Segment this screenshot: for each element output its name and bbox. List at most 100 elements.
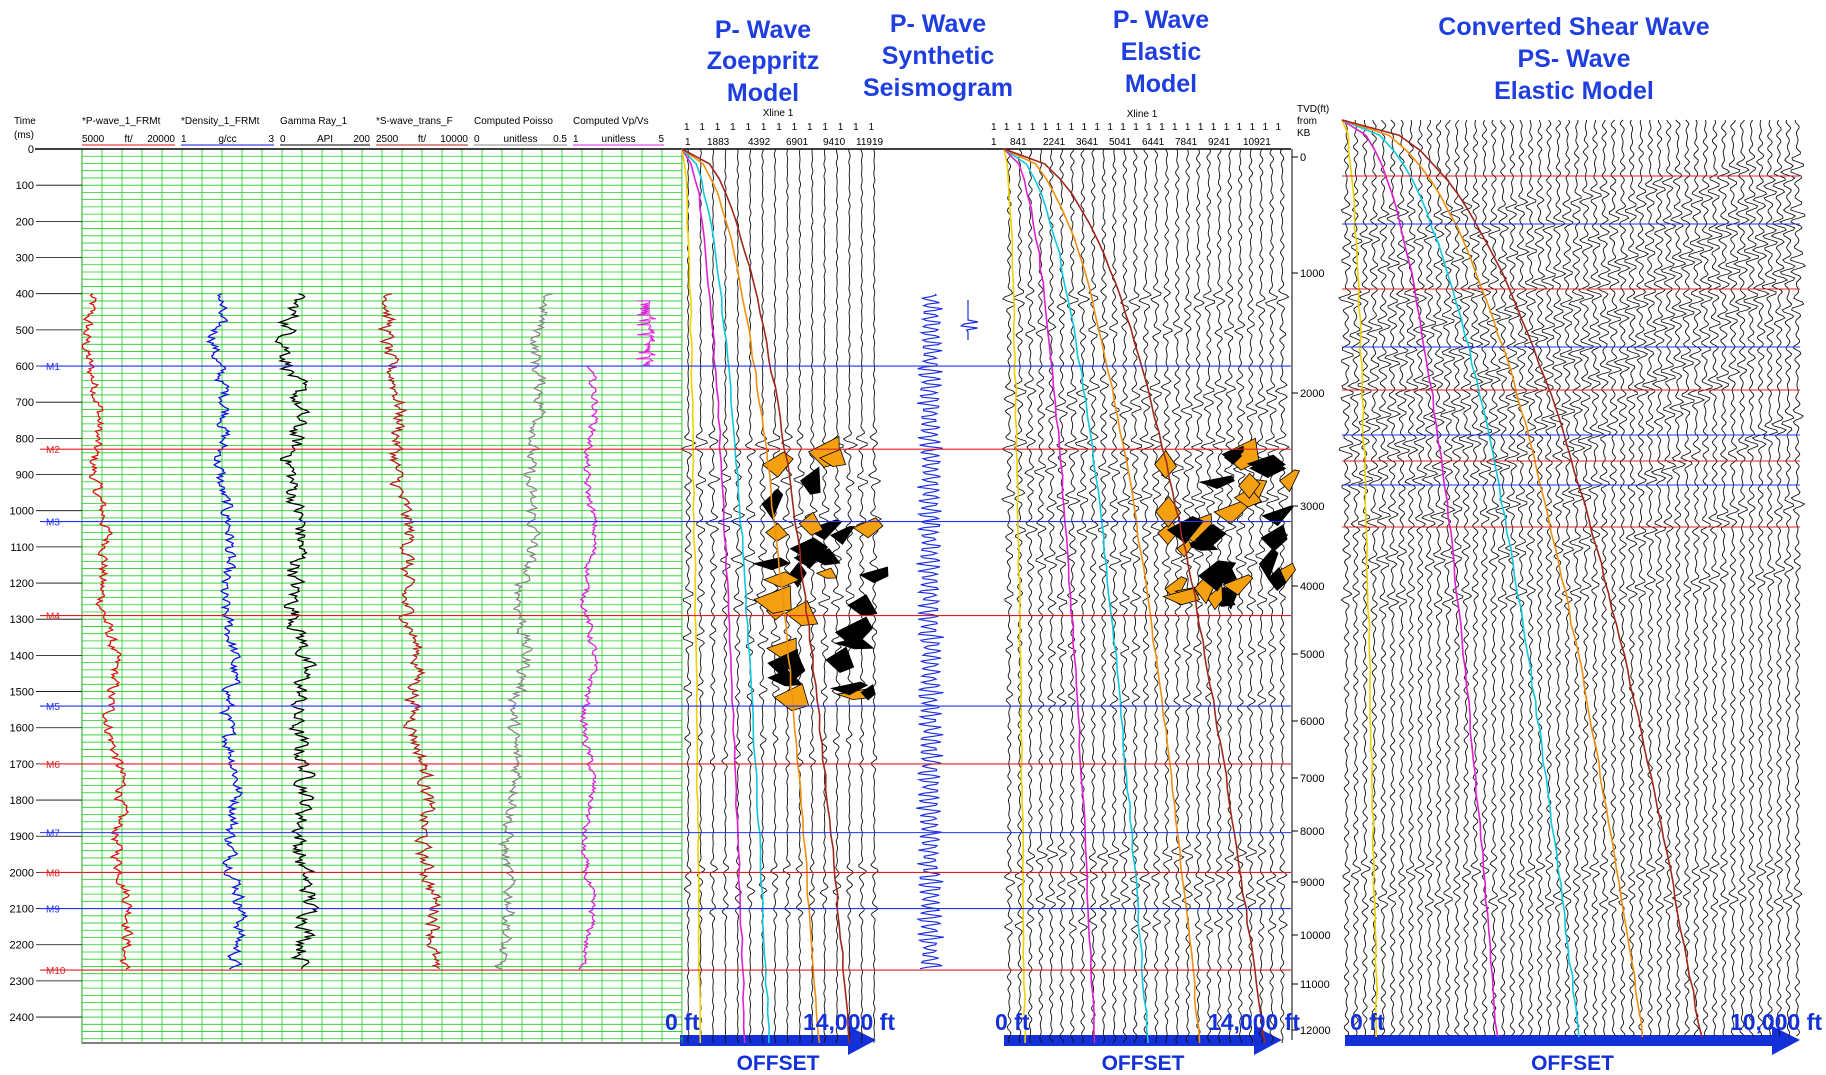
trace-number: 7841 bbox=[1175, 137, 1198, 148]
marker-label: M6 bbox=[46, 760, 60, 771]
tvd-label: from bbox=[1297, 116, 1317, 127]
trace-number: 9410 bbox=[823, 137, 846, 148]
trace-number: 841 bbox=[1010, 137, 1027, 148]
panel-title: Seismogram bbox=[863, 74, 1013, 102]
offset-start: 0 ft bbox=[995, 1009, 1030, 1035]
track-unit: ft/ bbox=[418, 134, 427, 145]
time-tick-label: 1100 bbox=[10, 542, 34, 554]
marker-label: M7 bbox=[46, 829, 60, 840]
trace-number: 1 bbox=[991, 137, 997, 148]
marker-label: M3 bbox=[46, 518, 60, 529]
offset-start: 0 ft bbox=[665, 1009, 700, 1035]
tvd-tick-label: 0 bbox=[1300, 152, 1306, 164]
time-tick-label: 800 bbox=[16, 433, 34, 445]
time-tick-label: 900 bbox=[16, 470, 34, 482]
track-name: Computed Poisso bbox=[474, 116, 553, 127]
offset-end: 14,000 ft bbox=[803, 1009, 895, 1035]
tvd-tick-label: 11000 bbox=[1300, 979, 1330, 991]
tvd-label: KB bbox=[1297, 128, 1311, 139]
tvd-tick-label: 10000 bbox=[1300, 930, 1331, 942]
panel-title: P- Wave bbox=[890, 10, 986, 38]
tvd-label: TVD(ft) bbox=[1297, 104, 1329, 115]
time-tick-label: 2000 bbox=[10, 867, 34, 879]
time-tick-label: 1400 bbox=[10, 650, 34, 662]
track-name: *Density_1_FRMt bbox=[181, 116, 260, 127]
time-tick-label: 700 bbox=[16, 397, 34, 409]
tvd-tick-label: 7000 bbox=[1300, 773, 1324, 785]
trace-number: 4392 bbox=[748, 137, 771, 148]
time-tick-label: 0 bbox=[28, 144, 34, 156]
time-tick-label: 100 bbox=[16, 180, 34, 192]
trace-number: 11919 bbox=[856, 137, 884, 148]
xline-label: Xline 1 bbox=[763, 108, 794, 119]
offset-start: 0 ft bbox=[1350, 1009, 1385, 1035]
track-name: Computed Vp/Vs bbox=[573, 116, 649, 127]
trace-number: 6441 bbox=[1142, 137, 1165, 148]
offset-label: OFFSET bbox=[1102, 1052, 1185, 1075]
track-name: *P-wave_1_FRMt bbox=[82, 116, 161, 127]
track-unit: API bbox=[317, 134, 333, 145]
panel-title: Model bbox=[727, 79, 799, 107]
offset-label: OFFSET bbox=[1531, 1052, 1614, 1075]
track-min: 1 bbox=[573, 134, 579, 145]
time-tick-label: 1800 bbox=[10, 795, 34, 807]
panel-title: Elastic Model bbox=[1494, 77, 1654, 105]
trace-row: 1 1 1 1 1 1 1 1 1 1 1 1 1 1 1 1 1 1 1 1 … bbox=[991, 122, 1281, 133]
time-tick-label: 2200 bbox=[10, 940, 34, 952]
time-tick-label: 2300 bbox=[10, 976, 34, 988]
panel-title: P- Wave bbox=[715, 16, 811, 44]
track-max: 20000 bbox=[147, 134, 175, 145]
tvd-tick-label: 4000 bbox=[1300, 581, 1324, 593]
track-max: 0.5 bbox=[553, 134, 567, 145]
marker-label: M4 bbox=[46, 612, 60, 623]
trace-number: 10921 bbox=[1243, 137, 1271, 148]
track-min: 5000 bbox=[82, 134, 105, 145]
tvd-tick-label: 8000 bbox=[1300, 826, 1324, 838]
time-tick-label: 500 bbox=[16, 325, 34, 337]
track-max: 10000 bbox=[440, 134, 468, 145]
figure: P- WaveZoeppritzModelP- WaveSyntheticSei… bbox=[0, 0, 1826, 1075]
track-min: 2500 bbox=[376, 134, 399, 145]
time-label: (ms) bbox=[14, 130, 34, 141]
marker-label: M9 bbox=[46, 905, 60, 916]
time-label: Time bbox=[14, 116, 36, 127]
time-tick-label: 1500 bbox=[10, 687, 34, 699]
time-tick-label: 300 bbox=[16, 253, 34, 265]
time-tick-label: 1700 bbox=[10, 759, 34, 771]
tvd-tick-label: 12000 bbox=[1300, 1025, 1331, 1037]
trace-number: 6901 bbox=[786, 137, 809, 148]
track-min: 0 bbox=[474, 134, 480, 145]
track-name: Gamma Ray_1 bbox=[280, 116, 348, 127]
panel-title: Model bbox=[1125, 70, 1197, 98]
trace-number: 9241 bbox=[1208, 137, 1231, 148]
track-min: 1 bbox=[181, 134, 187, 145]
panel-title: Converted Shear Wave bbox=[1438, 13, 1709, 41]
tvd-tick-label: 5000 bbox=[1300, 649, 1324, 661]
offset-end: 10,000 ft bbox=[1730, 1009, 1822, 1035]
marker-label: M1 bbox=[46, 362, 60, 373]
marker-label: M10 bbox=[46, 966, 66, 977]
offset-label: OFFSET bbox=[737, 1052, 820, 1075]
track-min: 0 bbox=[280, 134, 286, 145]
time-tick-label: 200 bbox=[16, 216, 34, 228]
track-name: *S-wave_trans_F bbox=[376, 116, 453, 127]
trace-number: 1883 bbox=[707, 137, 730, 148]
time-tick-label: 2400 bbox=[10, 1012, 34, 1024]
tvd-tick-label: 6000 bbox=[1300, 716, 1324, 728]
panel-title: P- Wave bbox=[1113, 6, 1209, 34]
offset-arrow-shaft bbox=[1345, 1035, 1774, 1046]
marker-label: M5 bbox=[46, 702, 60, 713]
offset-arrow-shaft bbox=[1004, 1035, 1256, 1046]
track-unit: g/cc bbox=[218, 134, 236, 145]
tvd-tick-label: 3000 bbox=[1300, 501, 1324, 513]
xline-label: Xline 1 bbox=[1127, 109, 1158, 120]
trace-number: 1 bbox=[685, 137, 691, 148]
track-max: 3 bbox=[268, 134, 274, 145]
time-tick-label: 1000 bbox=[10, 506, 34, 518]
track-unit: ft/ bbox=[124, 134, 133, 145]
tvd-tick-label: 1000 bbox=[1300, 268, 1324, 280]
marker-label: M8 bbox=[46, 868, 60, 879]
time-tick-label: 1900 bbox=[10, 831, 34, 843]
time-tick-label: 400 bbox=[16, 289, 34, 301]
track-max: 200 bbox=[353, 134, 370, 145]
